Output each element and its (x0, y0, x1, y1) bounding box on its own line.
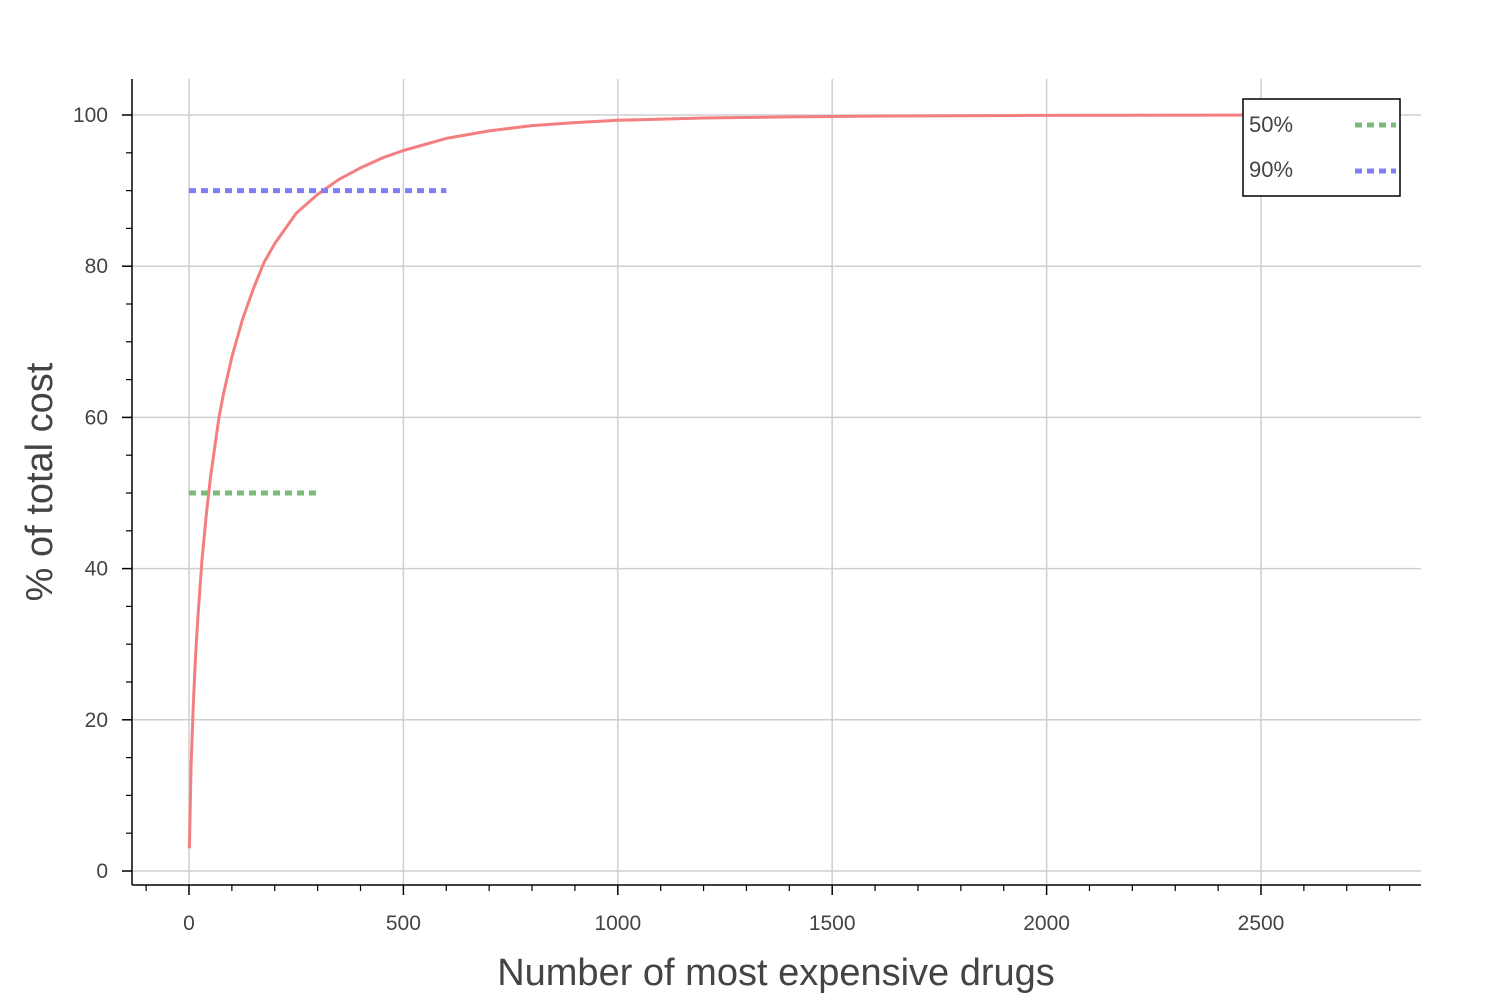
y-tick-label: 60 (85, 406, 108, 429)
y-tick-label: 40 (85, 558, 108, 581)
plot-background (132, 79, 1421, 885)
y-tick-label: 0 (96, 860, 108, 883)
x-tick-label: 2000 (1023, 912, 1070, 935)
y-tick-label: 20 (85, 709, 108, 732)
legend-box (1242, 98, 1401, 197)
x-axis-title: Number of most expensive drugs (497, 952, 1055, 994)
y-tick-label: 80 (85, 255, 108, 278)
x-axis: 0 500 1000 1500 2000 2500 (145, 885, 1391, 935)
x-tick-label: 2500 (1238, 912, 1285, 935)
y-axis-title: % of total cost (19, 362, 61, 601)
x-tick-label: 0 (183, 912, 195, 935)
cumulative-cost-line (187, 113, 1262, 849)
x-tick-label: 1000 (594, 912, 641, 935)
y-axis: 0 20 40 60 80 100 (73, 104, 132, 883)
series-layer (187, 113, 1262, 849)
x-tick-label: 1500 (809, 912, 856, 935)
x-tick-label: 500 (386, 912, 421, 935)
legend: 50% 90% (1242, 98, 1401, 197)
legend-label-50: 50% (1249, 112, 1293, 137)
grid (132, 79, 1421, 885)
y-tick-label: 100 (73, 104, 108, 127)
legend-label-90: 90% (1249, 157, 1293, 182)
